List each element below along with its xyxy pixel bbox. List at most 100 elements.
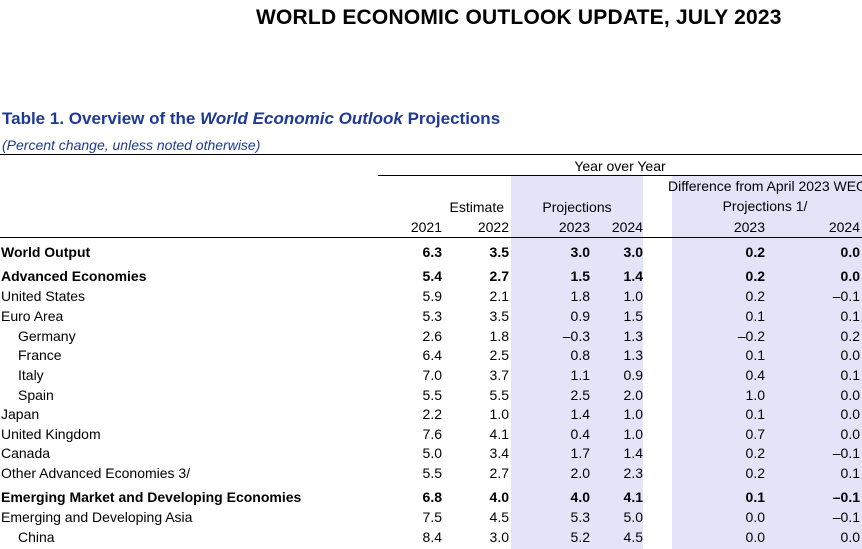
table-cell: 1.0 bbox=[623, 406, 643, 422]
table-cell: 3.0 bbox=[489, 529, 509, 545]
table-cell: 6.3 bbox=[422, 244, 442, 260]
table-cell: 6.8 bbox=[422, 489, 442, 505]
table-cell: 1.4 bbox=[623, 445, 643, 461]
table-cell: 3.7 bbox=[489, 367, 509, 383]
table-cell: 2.5 bbox=[570, 387, 590, 403]
table-cell: 0.1 bbox=[745, 308, 765, 324]
table-cell: 8.4 bbox=[422, 529, 442, 545]
table-cell: 4.1 bbox=[489, 426, 509, 442]
table-cell: 0.2 bbox=[745, 288, 765, 304]
table-cell: 0.0 bbox=[840, 406, 860, 422]
table-cell: 5.5 bbox=[422, 465, 442, 481]
table-cell: 0.0 bbox=[840, 244, 860, 260]
projections-header: Projections bbox=[542, 199, 612, 215]
row-label: World Output bbox=[1, 244, 91, 260]
table-cell: 0.2 bbox=[745, 445, 765, 461]
difference-header-line1: Difference from April 2023 WEO bbox=[668, 178, 862, 194]
table-cell: 1.0 bbox=[623, 426, 643, 442]
row-label: France bbox=[18, 347, 62, 363]
table-cell: 0.9 bbox=[570, 308, 590, 324]
table-cell: –0.3 bbox=[562, 328, 590, 344]
row-label: Japan bbox=[1, 406, 40, 422]
table-cell: 2.6 bbox=[422, 328, 442, 344]
table-cell: 5.0 bbox=[422, 445, 442, 461]
header-rule-top bbox=[378, 175, 862, 176]
table-cell: 0.2 bbox=[745, 465, 765, 481]
table-cell: 3.5 bbox=[489, 244, 509, 260]
table-cell: 1.0 bbox=[745, 387, 765, 403]
table-cell: 1.3 bbox=[623, 328, 643, 344]
table-cell: 5.4 bbox=[422, 268, 442, 284]
row-label: Emerging and Developing Asia bbox=[1, 509, 193, 525]
table-cell: 5.3 bbox=[570, 509, 590, 525]
difference-shade bbox=[672, 176, 862, 549]
table-cell: 0.1 bbox=[840, 367, 860, 383]
table-title-suffix: Projections bbox=[402, 109, 501, 128]
row-label: Italy bbox=[18, 367, 44, 383]
table-cell: 0.0 bbox=[840, 268, 860, 284]
table-cell: 0.2 bbox=[745, 244, 765, 260]
row-label: Canada bbox=[1, 445, 51, 461]
page-header: WORLD ECONOMIC OUTLOOK UPDATE, JULY 2023 bbox=[256, 6, 782, 29]
table-cell: 3.0 bbox=[623, 244, 643, 260]
subtitle-rule bbox=[0, 154, 862, 155]
column-header-4: 2023 bbox=[733, 219, 765, 235]
column-header-0: 2021 bbox=[410, 219, 442, 235]
table-cell: 1.0 bbox=[489, 406, 509, 422]
table-cell: 4.5 bbox=[623, 529, 643, 545]
table-cell: 2.5 bbox=[489, 347, 509, 363]
table-cell: 0.1 bbox=[745, 347, 765, 363]
header-rule-bottom bbox=[0, 237, 862, 238]
table-title: Table 1. Overview of the World Economic … bbox=[2, 109, 500, 129]
column-header-2: 2023 bbox=[558, 219, 590, 235]
table-cell: 7.6 bbox=[422, 426, 442, 442]
table-cell: 0.4 bbox=[745, 367, 765, 383]
table-cell: 1.0 bbox=[623, 288, 643, 304]
table-cell: 5.3 bbox=[422, 308, 442, 324]
table-cell: 0.7 bbox=[745, 426, 765, 442]
row-label: Advanced Economies bbox=[1, 268, 147, 284]
row-label: Other Advanced Economies 3/ bbox=[1, 465, 191, 481]
table-cell: –0.1 bbox=[832, 489, 860, 505]
table-cell: 4.0 bbox=[570, 489, 590, 505]
row-label: United Kingdom bbox=[1, 426, 101, 442]
table-cell: 5.5 bbox=[422, 387, 442, 403]
row-label: China bbox=[18, 529, 55, 545]
table-cell: 0.0 bbox=[840, 387, 860, 403]
table-cell: 0.0 bbox=[745, 529, 765, 545]
table-cell: 7.5 bbox=[422, 509, 442, 525]
table-cell: 1.8 bbox=[489, 328, 509, 344]
table-cell: 2.0 bbox=[623, 387, 643, 403]
table-title-prefix: Table 1. Overview of the bbox=[2, 109, 201, 128]
table-cell: 0.9 bbox=[623, 367, 643, 383]
table-cell: 4.0 bbox=[489, 489, 509, 505]
table-cell: 4.1 bbox=[623, 489, 643, 505]
table-cell: 0.0 bbox=[745, 509, 765, 525]
table-cell: 0.2 bbox=[840, 328, 860, 344]
table-cell: 7.0 bbox=[422, 367, 442, 383]
table-cell: 1.5 bbox=[623, 308, 643, 324]
table-cell: 5.9 bbox=[422, 288, 442, 304]
table-cell: 0.1 bbox=[840, 465, 860, 481]
table-cell: 1.3 bbox=[623, 347, 643, 363]
table-cell: 2.3 bbox=[623, 465, 643, 481]
table-cell: –0.1 bbox=[832, 445, 860, 461]
table-cell: 3.4 bbox=[489, 445, 509, 461]
table-cell: 0.1 bbox=[840, 308, 860, 324]
row-label: Emerging Market and Developing Economies bbox=[1, 489, 302, 505]
table-cell: 2.0 bbox=[570, 465, 590, 481]
table-cell: 0.8 bbox=[570, 347, 590, 363]
table-subtitle: (Percent change, unless noted otherwise) bbox=[2, 137, 261, 153]
table-cell: 2.2 bbox=[422, 406, 442, 422]
table-cell: 0.1 bbox=[745, 489, 765, 505]
table-cell: 1.5 bbox=[570, 268, 590, 284]
row-label: Euro Area bbox=[1, 308, 64, 324]
table-cell: 4.5 bbox=[489, 509, 509, 525]
table-cell: –0.1 bbox=[832, 288, 860, 304]
table-cell: 0.1 bbox=[745, 406, 765, 422]
table-cell: 2.7 bbox=[489, 268, 509, 284]
table-cell: 5.5 bbox=[489, 387, 509, 403]
table-cell: 0.0 bbox=[840, 347, 860, 363]
table-cell: 1.4 bbox=[623, 268, 643, 284]
column-header-1: 2022 bbox=[477, 219, 509, 235]
